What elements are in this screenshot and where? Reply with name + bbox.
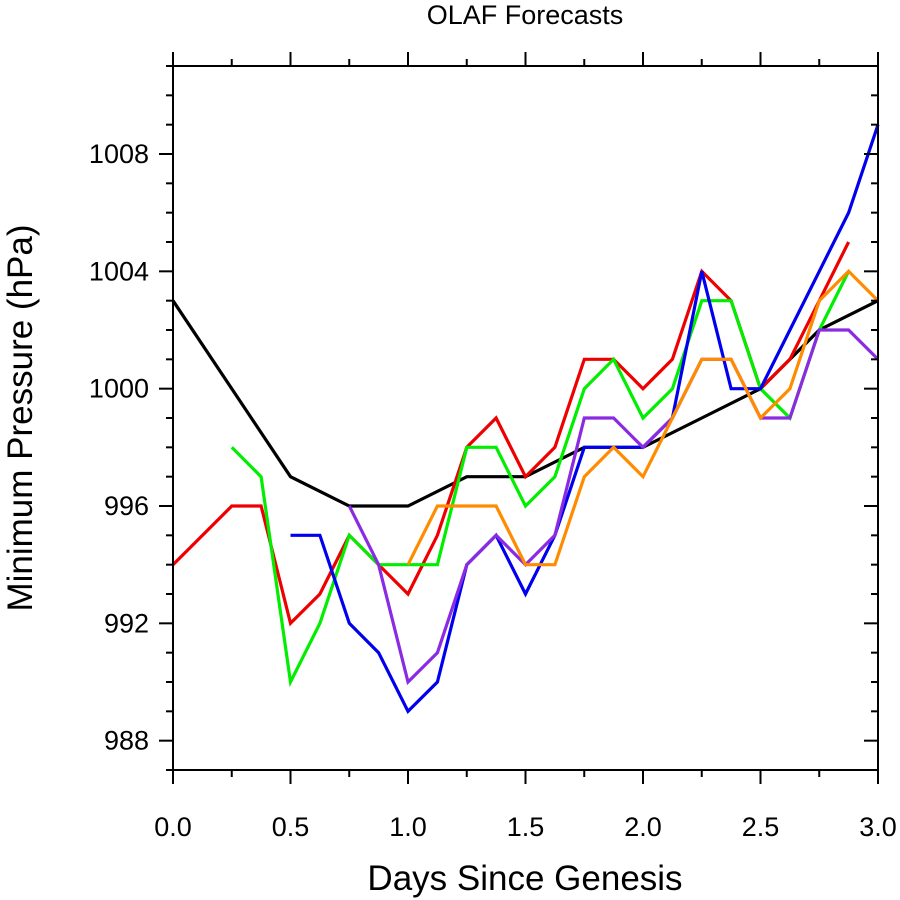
- x-tick-label: 3.0: [859, 812, 897, 842]
- series-line-3: [230, 270, 851, 688]
- y-axis-title: Minimum Pressure (hPa): [1, 224, 40, 611]
- y-tick-label: 988: [104, 726, 149, 756]
- y-tick-label: 992: [104, 608, 149, 638]
- x-tick-label: 0.5: [272, 812, 310, 842]
- x-tick-label: 2.0: [624, 812, 662, 842]
- x-tick-label: 2.5: [742, 812, 780, 842]
- x-axis-title: Days Since Genesis: [367, 859, 682, 898]
- series-line-5: [347, 328, 880, 686]
- chart-title: OLAF Forecasts: [427, 0, 624, 30]
- y-tick-label: 996: [104, 491, 149, 521]
- y-tick-label: 1004: [89, 256, 149, 286]
- series-line-4: [290, 124, 880, 714]
- x-tick-label: 0.0: [154, 812, 192, 842]
- y-axis: 988 992 996 1000 1004 1008: [89, 65, 878, 771]
- series-line-6: [406, 269, 880, 567]
- y-tick-label: 1000: [89, 374, 149, 404]
- series-layer: [171, 124, 880, 714]
- y-tick-label: 1008: [89, 139, 149, 169]
- x-axis: 0.0 0.5 1.0 1.5 2.0 2.5 3.0: [154, 52, 897, 842]
- x-tick-label: 1.5: [507, 812, 545, 842]
- x-tick-label: 1.0: [389, 812, 427, 842]
